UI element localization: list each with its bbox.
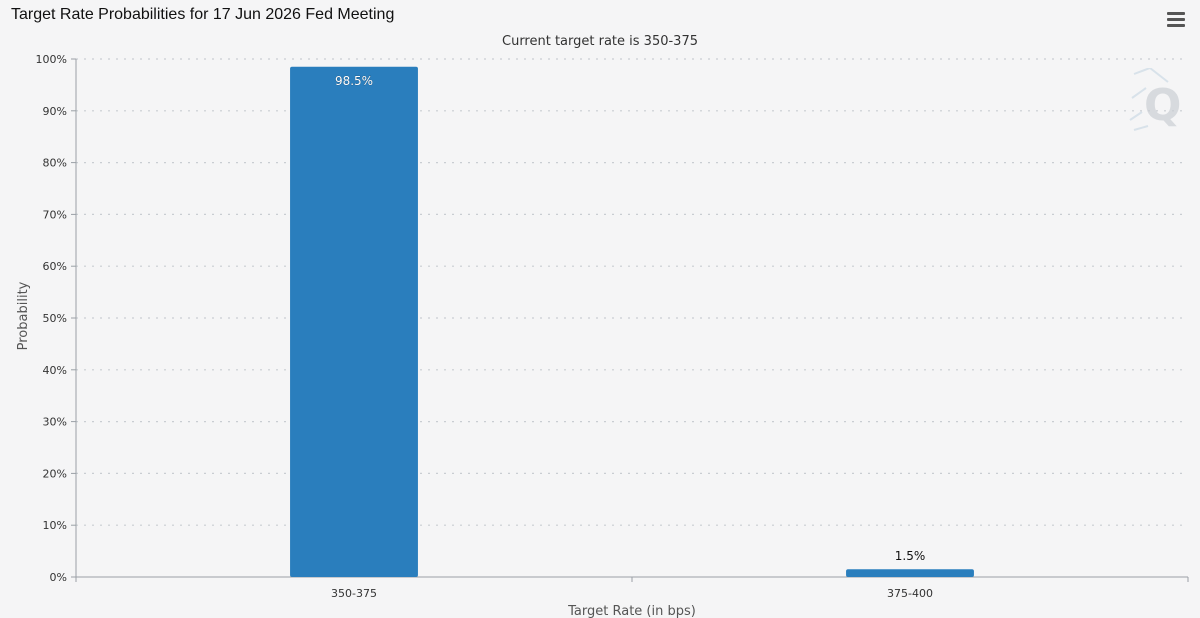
y-tick-label: 50% <box>43 312 67 325</box>
bars <box>290 66 974 578</box>
y-tick-label: 90% <box>43 105 67 118</box>
y-tick-label: 40% <box>43 364 67 377</box>
data-labels: 98.5% 1.5% <box>335 73 926 563</box>
y-tick-label: 20% <box>43 467 67 480</box>
y-tick-label: 0% <box>50 571 67 584</box>
y-tick-label: 80% <box>43 157 67 170</box>
grid-lines <box>76 58 1188 526</box>
data-label: 1.5% <box>895 549 926 563</box>
page-title: Target Rate Probabilities for 17 Jun 202… <box>11 6 395 23</box>
y-tick-label: 100% <box>36 53 67 66</box>
q-logo-icon: Q <box>1129 68 1181 131</box>
y-tick-label: 10% <box>43 519 67 532</box>
hamburger-menu-icon[interactable] <box>1167 12 1187 28</box>
x-tick-label: 375-400 <box>887 587 933 600</box>
x-tick-label: 350-375 <box>331 587 377 600</box>
menu-line <box>1167 18 1185 21</box>
bar <box>846 569 974 577</box>
y-tick-label: 30% <box>43 416 67 429</box>
chart-subtitle: Current target rate is 350-375 <box>502 34 698 49</box>
x-axis-label: Target Rate (in bps) <box>567 604 696 618</box>
axes: 0% 10% 20% 30% 40% 50% 60% 70% 80% 90% 100% 350-375… <box>36 53 1189 600</box>
bar <box>290 66 418 578</box>
menu-line <box>1167 24 1185 27</box>
menu-line <box>1167 12 1185 15</box>
data-label: 98.5% <box>335 74 373 88</box>
y-axis-label: Probability <box>16 281 31 350</box>
y-tick-label: 70% <box>43 208 67 221</box>
y-tick-label: 60% <box>43 260 67 273</box>
svg-text:Q: Q <box>1144 80 1181 131</box>
